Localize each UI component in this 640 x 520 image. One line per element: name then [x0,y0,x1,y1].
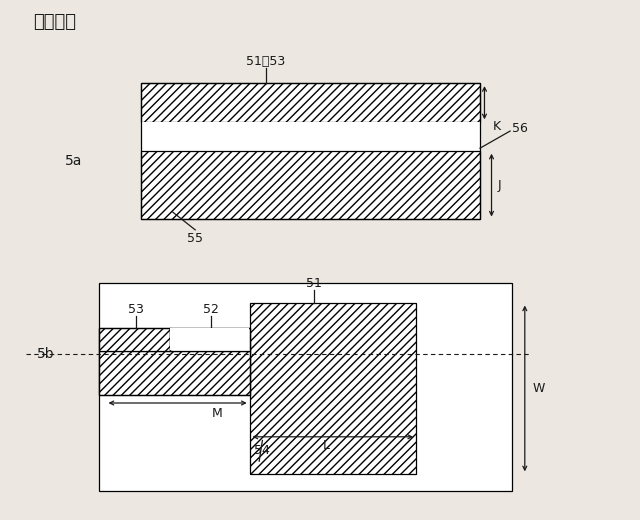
Text: 5b: 5b [37,347,55,360]
Text: 【図５】: 【図５】 [33,13,76,31]
Text: 5a: 5a [65,154,83,168]
Text: 56: 56 [512,122,528,135]
Text: W: W [532,382,545,395]
Text: 54: 54 [255,444,270,457]
Bar [99,283,512,491]
Bar [99,328,170,351]
Text: J: J [498,179,502,192]
Text: 52: 52 [204,303,219,316]
Text: 51: 51 [306,277,321,290]
Text: L: L [323,439,330,452]
Bar [141,122,480,151]
Bar [141,83,480,219]
Text: 51～53: 51～53 [246,55,285,68]
Bar [170,328,250,351]
Text: 55: 55 [187,232,204,245]
Text: K: K [493,120,501,133]
Bar [99,351,250,395]
Bar [141,151,480,219]
Bar [250,303,416,474]
Bar [141,83,480,122]
Bar [99,328,250,395]
Bar [170,328,250,351]
Text: M: M [212,407,223,420]
Text: 53: 53 [128,303,143,316]
Bar [170,328,249,350]
